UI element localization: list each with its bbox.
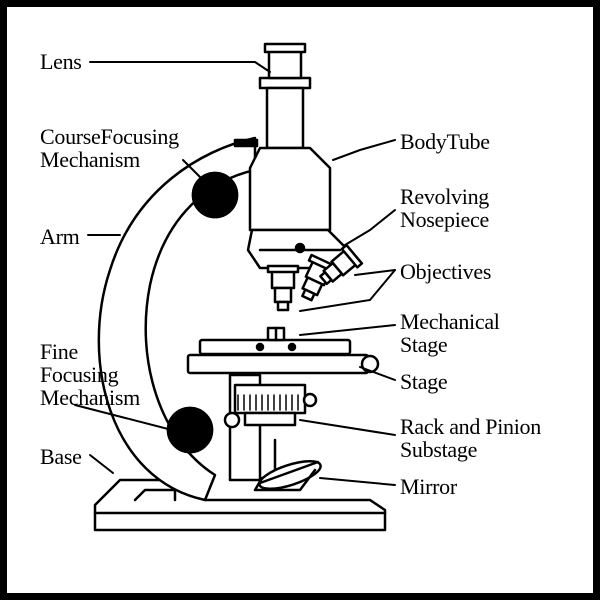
label-fine-focus: Fine Focusing Mechanism — [40, 340, 140, 409]
label-objectives: Objectives — [400, 260, 491, 283]
label-body-tube: BodyTube — [400, 130, 490, 153]
label-revolving-nose: Revolving Nosepiece — [400, 185, 489, 231]
label-rack-pinion: Rack and Pinion Substage — [400, 415, 541, 461]
label-coarse-focus: CourseFocusing Mechanism — [40, 125, 179, 171]
label-base: Base — [40, 445, 82, 468]
label-stage: Stage — [400, 370, 447, 393]
leader-lines — [0, 0, 600, 600]
label-mech-stage: Mechanical Stage — [400, 310, 500, 356]
label-mirror: Mirror — [400, 475, 457, 498]
label-lens: Lens — [40, 50, 82, 73]
label-arm: Arm — [40, 225, 79, 248]
